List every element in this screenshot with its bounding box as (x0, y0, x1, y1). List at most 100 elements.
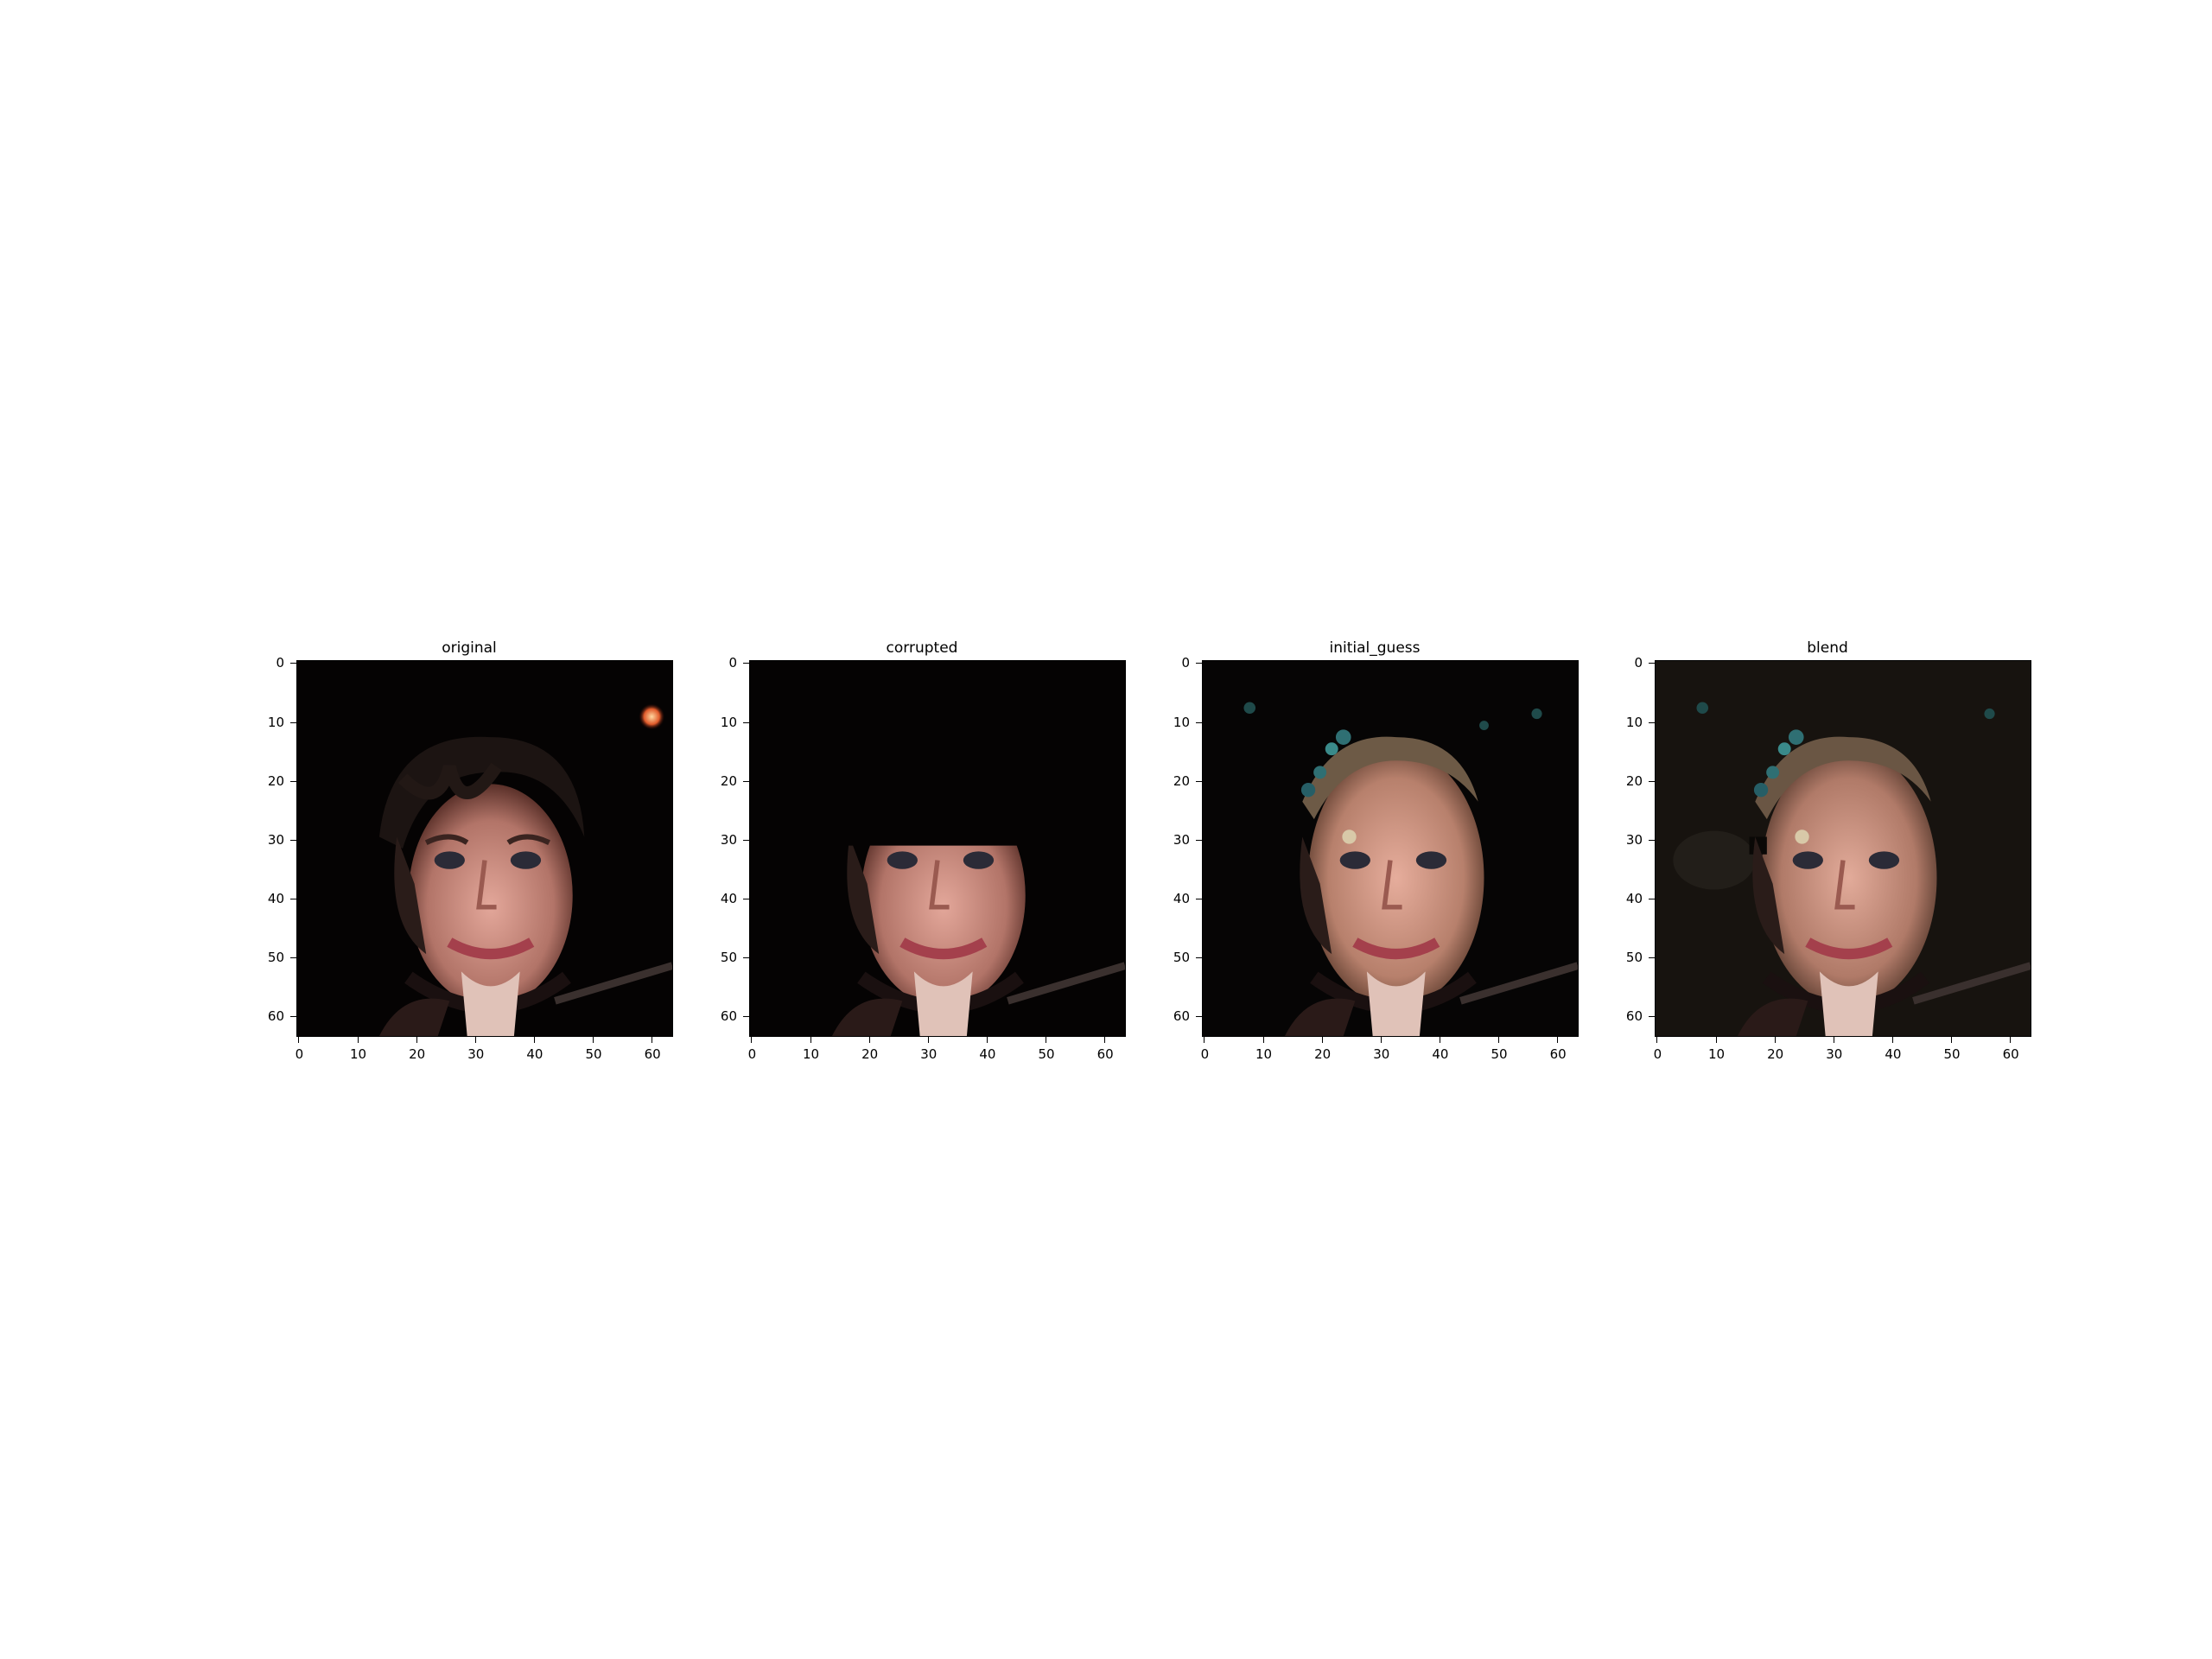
y-tick: 10 (697, 714, 749, 731)
x-tick-mark (751, 1037, 753, 1043)
x-tick: 30 (1364, 1037, 1399, 1063)
x-tick: 30 (1817, 1037, 1852, 1063)
x-tick-label: 0 (747, 1046, 757, 1062)
y-tick: 0 (1150, 654, 1202, 671)
x-tick: 40 (1423, 1037, 1458, 1063)
x-tick-mark (416, 1037, 417, 1043)
y-tick-mark (1649, 721, 1655, 723)
x-tick: 10 (341, 1037, 376, 1063)
face-image-blend (1656, 661, 2031, 1036)
x-tick: 30 (912, 1037, 946, 1063)
x-tick-label: 20 (1314, 1046, 1332, 1062)
x-tick: 40 (970, 1037, 1005, 1063)
x-tick-mark (1656, 1037, 1658, 1043)
y-tick: 60 (1603, 1007, 1655, 1025)
y-tick-label: 10 (720, 714, 737, 730)
y-tick-mark (743, 721, 749, 723)
x-tick: 60 (635, 1037, 670, 1063)
panel-title: original (442, 639, 497, 657)
x-tick: 60 (1541, 1037, 1575, 1063)
image-frame (1202, 660, 1579, 1037)
x-tick-label: 20 (409, 1046, 426, 1062)
y-tick-label: 10 (1173, 714, 1190, 730)
x-tick-mark (1204, 1037, 1205, 1043)
x-tick-label: 10 (802, 1046, 820, 1062)
x-tick-mark (1715, 1037, 1717, 1043)
y-tick-label: 60 (267, 1008, 284, 1025)
y-tick: 50 (697, 949, 749, 966)
y-tick-label: 20 (267, 772, 284, 789)
y-tick: 20 (245, 772, 296, 790)
y-tick-mark (1649, 839, 1655, 841)
x-tick: 20 (400, 1037, 435, 1063)
panel-title: blend (1807, 639, 1848, 657)
x-tick-mark (357, 1037, 359, 1043)
y-tick-label: 20 (1173, 772, 1190, 789)
x-tick-mark (1262, 1037, 1264, 1043)
y-tick-mark (1196, 721, 1202, 723)
x-tick-mark (298, 1037, 300, 1043)
x-tick-mark (474, 1037, 476, 1043)
x-tick-label: 20 (861, 1046, 879, 1062)
x-tick-label: 60 (2002, 1046, 2019, 1062)
image-frame (1655, 660, 2031, 1037)
y-tick-mark (290, 780, 296, 782)
x-tick-mark (868, 1037, 870, 1043)
face-image-initial-guess (1203, 661, 1578, 1036)
y-tick-mark (1649, 780, 1655, 782)
x-tick: 20 (1758, 1037, 1793, 1063)
y-tick-mark (1649, 957, 1655, 959)
y-tick-label: 40 (720, 890, 737, 906)
y-tick-mark (290, 663, 296, 664)
x-tick: 10 (1700, 1037, 1734, 1063)
y-tick-mark (290, 1016, 296, 1018)
y-tick-mark (743, 663, 749, 664)
y-tick-label: 10 (1625, 714, 1643, 730)
x-tick-mark (986, 1037, 988, 1043)
y-tick: 0 (697, 654, 749, 671)
y-tick-label: 60 (720, 1008, 737, 1025)
y-tick: 40 (697, 890, 749, 907)
y-tick-label: 50 (267, 950, 284, 966)
x-tick: 50 (576, 1037, 611, 1063)
y-tick-mark (743, 957, 749, 959)
x-tick-mark (1104, 1037, 1106, 1043)
x-tick-mark (1380, 1037, 1382, 1043)
y-tick-label: 20 (720, 772, 737, 789)
y-tick-label: 60 (1173, 1008, 1190, 1025)
y-tick: 20 (1603, 772, 1655, 790)
y-tick-label: 60 (1625, 1008, 1643, 1025)
x-tick-mark (1951, 1037, 1953, 1043)
x-tick: 40 (518, 1037, 552, 1063)
face-image-original (297, 661, 672, 1036)
x-tick-label: 60 (1549, 1046, 1567, 1062)
x-tick-mark (1557, 1037, 1559, 1043)
x-tick-label: 0 (1653, 1046, 1662, 1062)
x-tick-label: 30 (467, 1046, 485, 1062)
y-tick-label: 40 (1625, 890, 1643, 906)
x-tick-label: 0 (1200, 1046, 1210, 1062)
x-tick-mark (810, 1037, 811, 1043)
x-tick-label: 30 (1826, 1046, 1843, 1062)
x-tick-label: 30 (920, 1046, 938, 1062)
y-tick-mark (1196, 957, 1202, 959)
x-tick-label: 10 (1255, 1046, 1273, 1062)
x-tick: 0 (1187, 1037, 1222, 1063)
x-tick: 10 (1247, 1037, 1281, 1063)
x-tick-label: 50 (1943, 1046, 1961, 1062)
x-tick: 0 (282, 1037, 316, 1063)
x-tick: 0 (1640, 1037, 1675, 1063)
y-tick-label: 40 (1173, 890, 1190, 906)
y-tick: 60 (1150, 1007, 1202, 1025)
y-tick-mark (290, 839, 296, 841)
x-tick: 20 (1306, 1037, 1340, 1063)
x-tick: 60 (1088, 1037, 1122, 1063)
x-tick-label: 20 (1767, 1046, 1784, 1062)
panel-original: original (245, 639, 694, 1089)
y-tick-label: 30 (1173, 831, 1190, 848)
x-tick-label: 40 (1432, 1046, 1449, 1062)
panel-title: initial_guess (1329, 639, 1421, 657)
y-tick: 10 (1150, 714, 1202, 731)
y-tick-label: 50 (1625, 950, 1643, 966)
x-tick: 10 (794, 1037, 829, 1063)
